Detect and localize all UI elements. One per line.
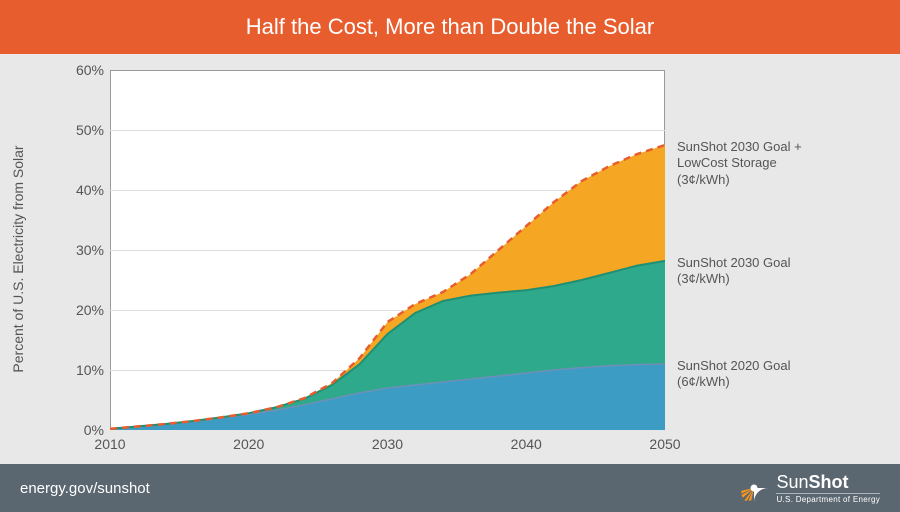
y-tick-label: 30%	[64, 242, 104, 258]
footer-url: energy.gov/sunshot	[20, 480, 150, 497]
chart-title: Half the Cost, More than Double the Sola…	[246, 14, 654, 40]
legend-label: SunShot 2030 Goal(3¢/kWh)	[677, 255, 790, 288]
y-tick-label: 20%	[64, 302, 104, 318]
x-tick-label: 2010	[85, 436, 135, 452]
x-tick-label: 2030	[363, 436, 413, 452]
logo-brand-post: Shot	[808, 472, 848, 492]
y-tick-label: 40%	[64, 182, 104, 198]
x-tick-label: 2050	[640, 436, 690, 452]
sunshot-logo: SunShot U.S. Department of Energy	[740, 473, 880, 504]
x-tick-label: 2040	[501, 436, 551, 452]
legend-label: SunShot 2030 Goal +LowCost Storage(3¢/kW…	[677, 139, 802, 188]
y-tick-label: 50%	[64, 122, 104, 138]
title-bar: Half the Cost, More than Double the Sola…	[0, 0, 900, 54]
sun-icon	[740, 474, 768, 502]
footer-bar: energy.gov/sunshot SunShot U.S. Departme…	[0, 464, 900, 512]
logo-brand-pre: Sun	[776, 472, 808, 492]
page-root: Half the Cost, More than Double the Sola…	[0, 0, 900, 512]
y-tick-label: 60%	[64, 62, 104, 78]
chart-zone: Percent of U.S. Electricity from Solar 0…	[0, 54, 900, 464]
y-tick-label: 10%	[64, 362, 104, 378]
y-axis-label: Percent of U.S. Electricity from Solar	[10, 145, 26, 372]
logo-subtitle: U.S. Department of Energy	[776, 493, 880, 504]
chart-svg	[110, 70, 665, 430]
legend-label: SunShot 2020 Goal(6¢/kWh)	[677, 358, 790, 391]
x-tick-label: 2020	[224, 436, 274, 452]
logo-brand: SunShot	[776, 473, 880, 491]
logo-text: SunShot U.S. Department of Energy	[776, 473, 880, 504]
